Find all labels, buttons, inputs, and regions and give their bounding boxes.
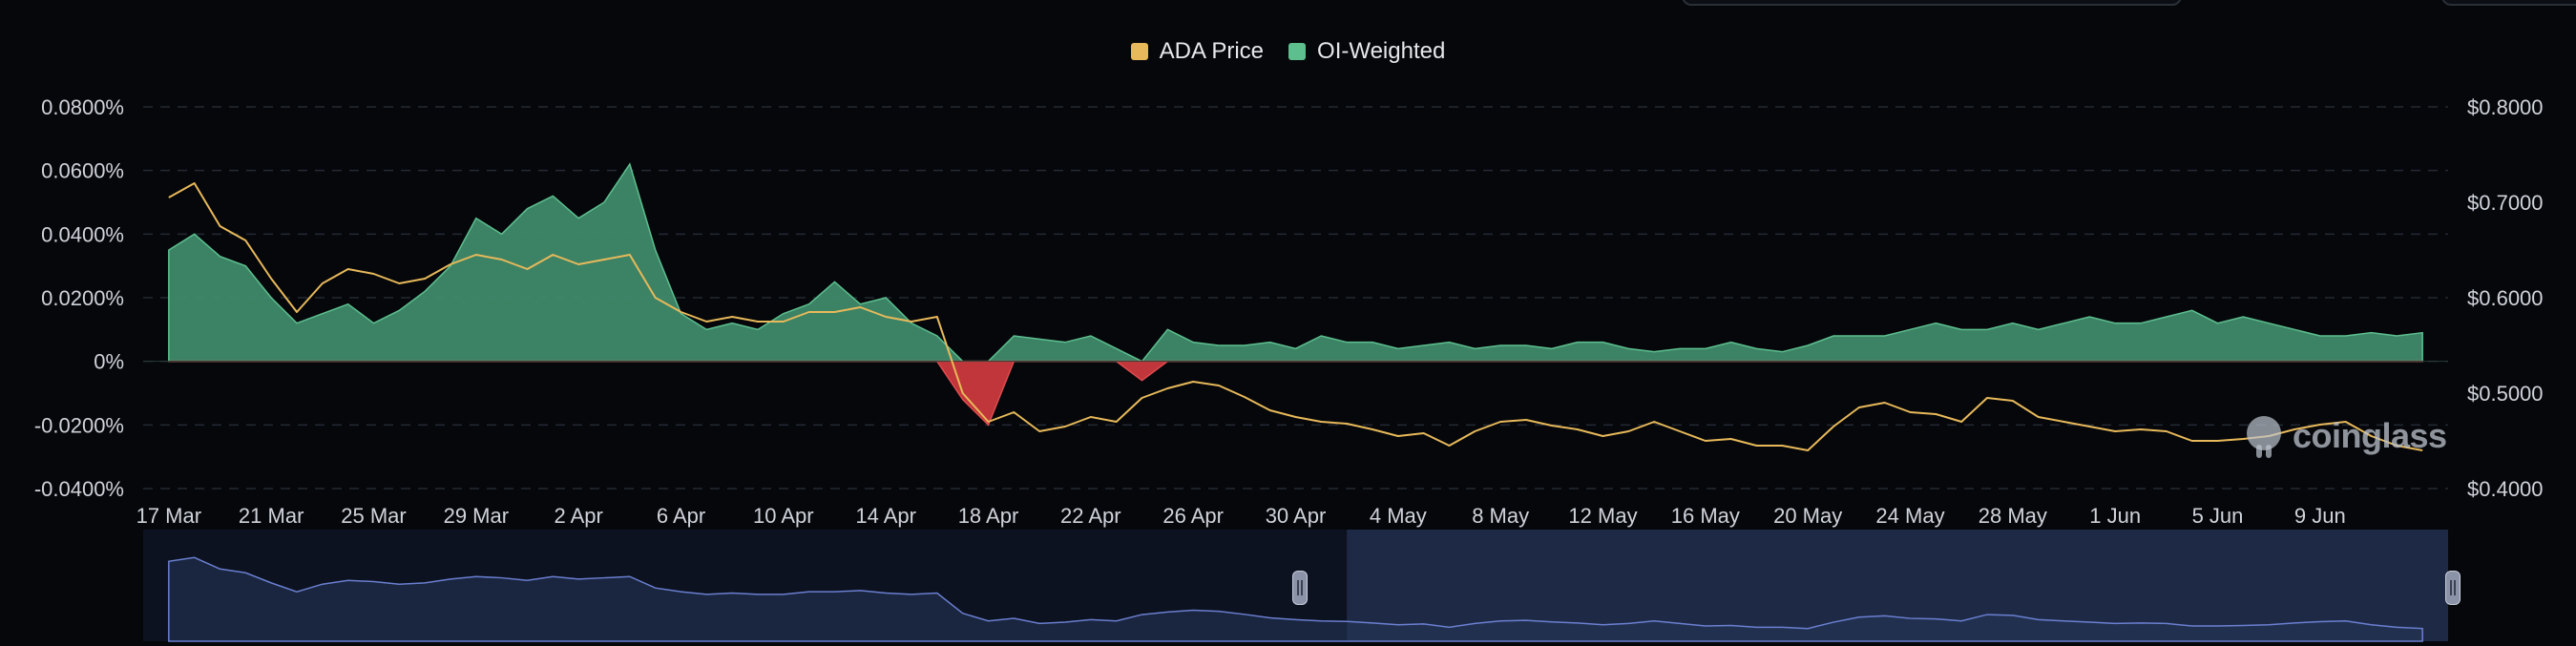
x-tick-label: 1 Jun (2089, 504, 2141, 528)
y-left-tick-label: 0% (94, 350, 124, 374)
x-tick-label: 9 Jun (2294, 504, 2346, 528)
oi-weighted-area-negative (168, 360, 2423, 427)
x-tick-label: 30 Apr (1266, 504, 1327, 528)
coinglass-watermark: coinglass (2243, 412, 2447, 460)
legend-label-oi: OI-Weighted (1317, 38, 1446, 64)
y-right-tick-label: $0.7000 (2467, 191, 2544, 215)
x-tick-label: 2 Apr (554, 504, 602, 528)
x-tick-label: 10 Apr (753, 504, 814, 528)
watermark-text: coinglass (2293, 416, 2447, 455)
x-tick-label: 6 Apr (657, 504, 705, 528)
range-handle-right[interactable] (2445, 571, 2461, 605)
x-tick-label: 22 Apr (1060, 504, 1121, 528)
y-right-tick-label: $0.6000 (2467, 286, 2544, 310)
x-tick-label: 20 May (1773, 504, 1842, 528)
x-tick-label: 12 May (1568, 504, 1637, 528)
y-left-tick-label: 0.0400% (41, 222, 124, 246)
y-left-tick-label: 0.0600% (41, 159, 124, 183)
coinglass-logo-icon (2247, 416, 2281, 458)
legend-label-price: ADA Price (1159, 38, 1265, 64)
x-tick-label: 18 Apr (958, 504, 1019, 528)
ada-price-line (168, 182, 2423, 451)
x-tick-label: 16 May (1671, 504, 1740, 528)
y-right-tick-label: $0.4000 (2467, 477, 2544, 501)
y-left-tick-label: 0.0200% (41, 286, 124, 310)
x-tick-label: 25 Mar (341, 504, 406, 528)
legend-swatch-price (1130, 43, 1148, 60)
legend-swatch-oi (1288, 43, 1307, 60)
x-tick-label: 4 May (1370, 504, 1427, 528)
x-tick-label: 28 May (1979, 504, 2047, 528)
x-tick-label: 14 Apr (855, 504, 916, 528)
y-left-tick-label: 0.0800% (41, 95, 124, 119)
legend: ADA Price OI-Weighted (0, 38, 2576, 65)
legend-item-price[interactable]: ADA Price (1130, 38, 1265, 65)
x-tick-label: 5 Jun (2192, 504, 2244, 528)
navigator-series (168, 556, 2423, 642)
oi-weighted-area-positive (168, 162, 2423, 363)
legend-item-oi[interactable]: OI-Weighted (1288, 38, 1445, 65)
x-tick-label: 8 May (1472, 504, 1529, 528)
y-left-tick-label: -0.0200% (34, 413, 124, 437)
y-right-tick-label: $0.8000 (2467, 95, 2544, 119)
x-tick-label: 24 May (1875, 504, 1944, 528)
x-tick-label: 21 Mar (239, 504, 304, 528)
x-tick-label: 26 Apr (1162, 504, 1224, 528)
y-right-tick-label: $0.5000 (2467, 382, 2544, 406)
range-handle-left[interactable] (1292, 571, 1308, 605)
x-tick-label: 29 Mar (444, 504, 509, 528)
x-tick-label: 17 Mar (136, 504, 201, 528)
y-left-tick-label: -0.0400% (34, 477, 124, 501)
